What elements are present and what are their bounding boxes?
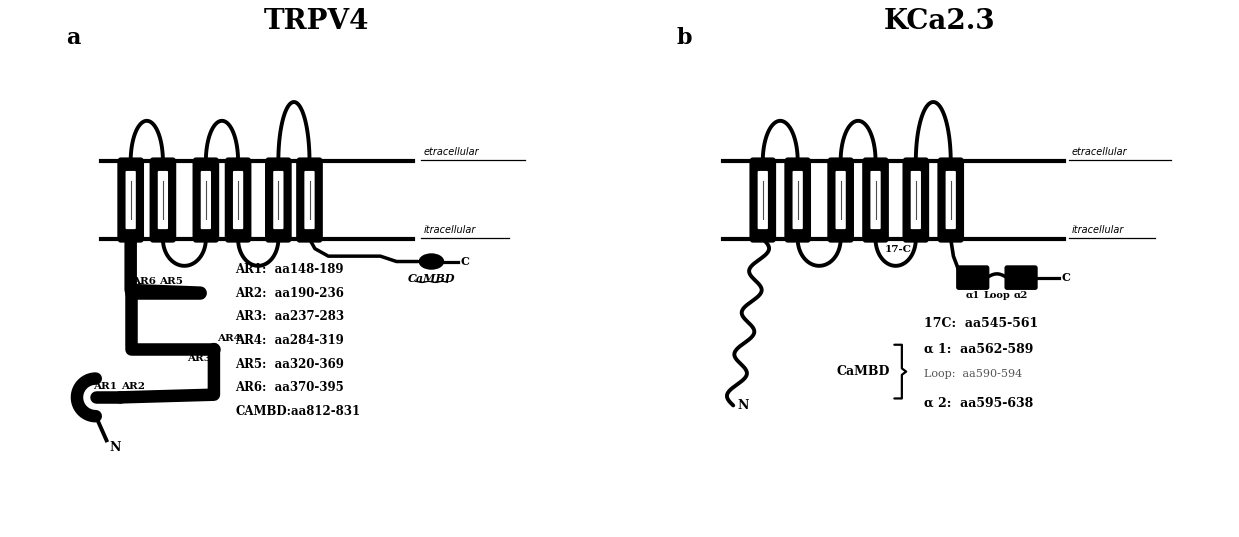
FancyBboxPatch shape xyxy=(871,171,881,229)
Text: itracellular: itracellular xyxy=(424,224,476,235)
Text: α 2:  aa595-638: α 2: aa595-638 xyxy=(924,396,1033,409)
Text: AR2:  aa190-236: AR2: aa190-236 xyxy=(235,287,344,300)
Text: 17-C: 17-C xyxy=(885,245,912,255)
FancyBboxPatch shape xyxy=(125,171,136,229)
Text: AR1: AR1 xyxy=(93,382,116,391)
FancyBboxPatch shape xyxy=(864,159,887,241)
FancyBboxPatch shape xyxy=(793,171,803,229)
Text: α 1:  aa562-589: α 1: aa562-589 xyxy=(924,343,1033,355)
FancyBboxPatch shape xyxy=(904,159,928,241)
Text: AR5: AR5 xyxy=(159,277,183,286)
Text: AR4: AR4 xyxy=(217,333,240,343)
FancyBboxPatch shape xyxy=(227,159,250,241)
Text: α1: α1 xyxy=(965,291,980,300)
FancyBboxPatch shape xyxy=(266,159,290,241)
Text: 17C:  aa545-561: 17C: aa545-561 xyxy=(924,317,1038,330)
Text: C: C xyxy=(1062,272,1070,283)
FancyBboxPatch shape xyxy=(119,159,142,241)
Text: AR6:  aa370-395: AR6: aa370-395 xyxy=(235,381,344,394)
FancyBboxPatch shape xyxy=(835,171,846,229)
Text: CaMBD: CaMBD xyxy=(836,365,890,378)
FancyBboxPatch shape xyxy=(958,266,989,289)
Text: AR4:  aa284-319: AR4: aa284-319 xyxy=(235,334,344,347)
Text: Loop: Loop xyxy=(984,291,1010,300)
Text: b: b xyxy=(676,27,693,49)
FancyBboxPatch shape xyxy=(274,171,284,229)
Text: a: a xyxy=(66,27,81,49)
Text: AR1:  aa148-189: AR1: aa148-189 xyxy=(235,263,344,276)
Text: itracellular: itracellular xyxy=(1072,224,1124,235)
Text: CaMBD: CaMBD xyxy=(408,273,455,284)
Text: AR2: AR2 xyxy=(121,382,145,391)
FancyBboxPatch shape xyxy=(151,159,175,241)
Text: etracellular: etracellular xyxy=(424,147,479,157)
FancyBboxPatch shape xyxy=(945,171,955,229)
Text: etracellular: etracellular xyxy=(1072,147,1127,157)
Text: TRPV4: TRPV4 xyxy=(263,8,369,35)
Text: KCa2.3: KCa2.3 xyxy=(885,8,996,35)
FancyBboxPatch shape xyxy=(233,171,243,229)
FancyBboxPatch shape xyxy=(157,171,169,229)
Text: AR3: AR3 xyxy=(187,354,211,364)
Ellipse shape xyxy=(419,254,444,269)
Text: AR5:  aa320-369: AR5: aa320-369 xyxy=(235,358,344,371)
FancyBboxPatch shape xyxy=(751,159,774,241)
FancyBboxPatch shape xyxy=(939,159,963,241)
FancyBboxPatch shape xyxy=(757,171,768,229)
FancyBboxPatch shape xyxy=(305,171,315,229)
FancyBboxPatch shape xyxy=(911,171,921,229)
Text: α2: α2 xyxy=(1014,291,1028,300)
Text: C: C xyxy=(461,256,470,267)
FancyBboxPatch shape xyxy=(829,159,852,241)
Text: N: N xyxy=(109,441,120,454)
Text: AR3:  aa237-283: AR3: aa237-283 xyxy=(235,310,344,323)
Text: N: N xyxy=(737,399,748,412)
FancyBboxPatch shape xyxy=(786,159,809,241)
FancyBboxPatch shape xyxy=(201,171,211,229)
FancyBboxPatch shape xyxy=(297,159,321,241)
Text: AR6: AR6 xyxy=(133,277,156,286)
FancyBboxPatch shape xyxy=(1006,266,1037,289)
Text: CAMBD:aa812-831: CAMBD:aa812-831 xyxy=(235,405,361,418)
Text: Loop:  aa590-594: Loop: aa590-594 xyxy=(924,369,1022,380)
FancyBboxPatch shape xyxy=(195,159,218,241)
